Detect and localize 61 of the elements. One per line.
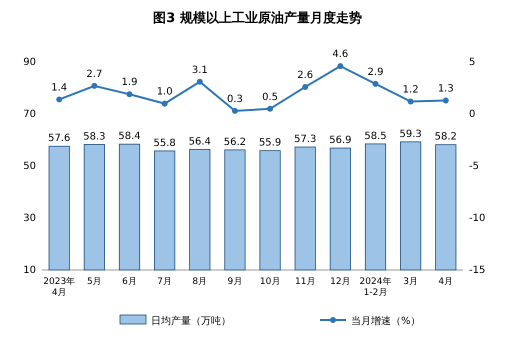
y2-tick-label: 0	[469, 109, 476, 120]
x-tick-label: 12月	[330, 277, 351, 287]
point	[372, 80, 378, 87]
data-label: 57.6	[48, 133, 70, 144]
data-label: 57.3	[294, 134, 316, 146]
x-tick-label: 6月	[122, 277, 137, 287]
data-label: 2.6	[297, 70, 314, 81]
data-label: 2.9	[368, 66, 384, 78]
point	[162, 100, 168, 107]
data-label: 58.3	[83, 131, 106, 142]
data-label: 58.4	[118, 131, 141, 142]
data-label: 1.3	[438, 83, 454, 94]
chart-title: 图3 规模以上工业原油产量月度走势	[153, 10, 362, 26]
data-label: 55.8	[154, 138, 176, 149]
x-tick-label: 11月	[294, 277, 316, 287]
data-label: 58.2	[434, 132, 457, 143]
point	[126, 91, 133, 98]
data-label: 1.4	[51, 82, 68, 94]
data-label: 2.7	[86, 68, 102, 80]
point	[91, 82, 98, 89]
x-tick-label: 9月	[228, 277, 242, 287]
data-label: 4.6	[332, 49, 348, 60]
x-tick-label: 2024年 1-2月	[360, 276, 392, 298]
data-label: 56.4	[188, 136, 211, 148]
x-tick-label: 10月	[260, 277, 280, 287]
data-label: 59.3	[400, 128, 422, 140]
x-tick-label: 5月	[86, 277, 102, 287]
data-label: 3.1	[192, 64, 208, 76]
data-label: 1.0	[156, 86, 173, 98]
point	[337, 63, 344, 70]
x-tick-label: 4月	[438, 277, 454, 287]
y-tick-label: 50	[23, 161, 36, 172]
x-tick-label: 8月	[192, 277, 208, 287]
point	[408, 98, 414, 105]
y2-tick-label: -10	[469, 213, 486, 224]
point	[232, 108, 238, 114]
data-label: 56.2	[224, 136, 246, 148]
x-tick-label: 3月	[403, 277, 418, 287]
data-label: 0.5	[262, 92, 278, 103]
point	[196, 78, 203, 85]
data-label: 0.3	[226, 94, 243, 105]
point	[267, 106, 274, 112]
point	[56, 96, 62, 102]
data-label: 58.5	[364, 130, 387, 142]
y2-tick-label: 5	[469, 57, 476, 68]
y-tick-label: 10	[23, 265, 36, 276]
point	[302, 84, 308, 90]
legend-label: 日均产量（万吨）	[151, 315, 231, 327]
data-label: 55.9	[258, 138, 282, 149]
data-label: 1.2	[402, 84, 419, 96]
y2-tick-label: -15	[469, 265, 486, 276]
y-tick-label: 70	[23, 109, 36, 120]
x-tick-label: 7月	[157, 277, 172, 287]
x-tick-label: 2023年 4月	[43, 276, 76, 298]
y-tick-label: 30	[23, 213, 36, 224]
point	[442, 97, 449, 104]
legend-label: 当月增速（%）	[351, 315, 421, 327]
y-tick-label: 90	[23, 57, 36, 68]
y2-tick-label: -5	[469, 161, 479, 172]
data-label: 1.9	[122, 77, 138, 88]
data-label: 56.9	[329, 135, 352, 146]
